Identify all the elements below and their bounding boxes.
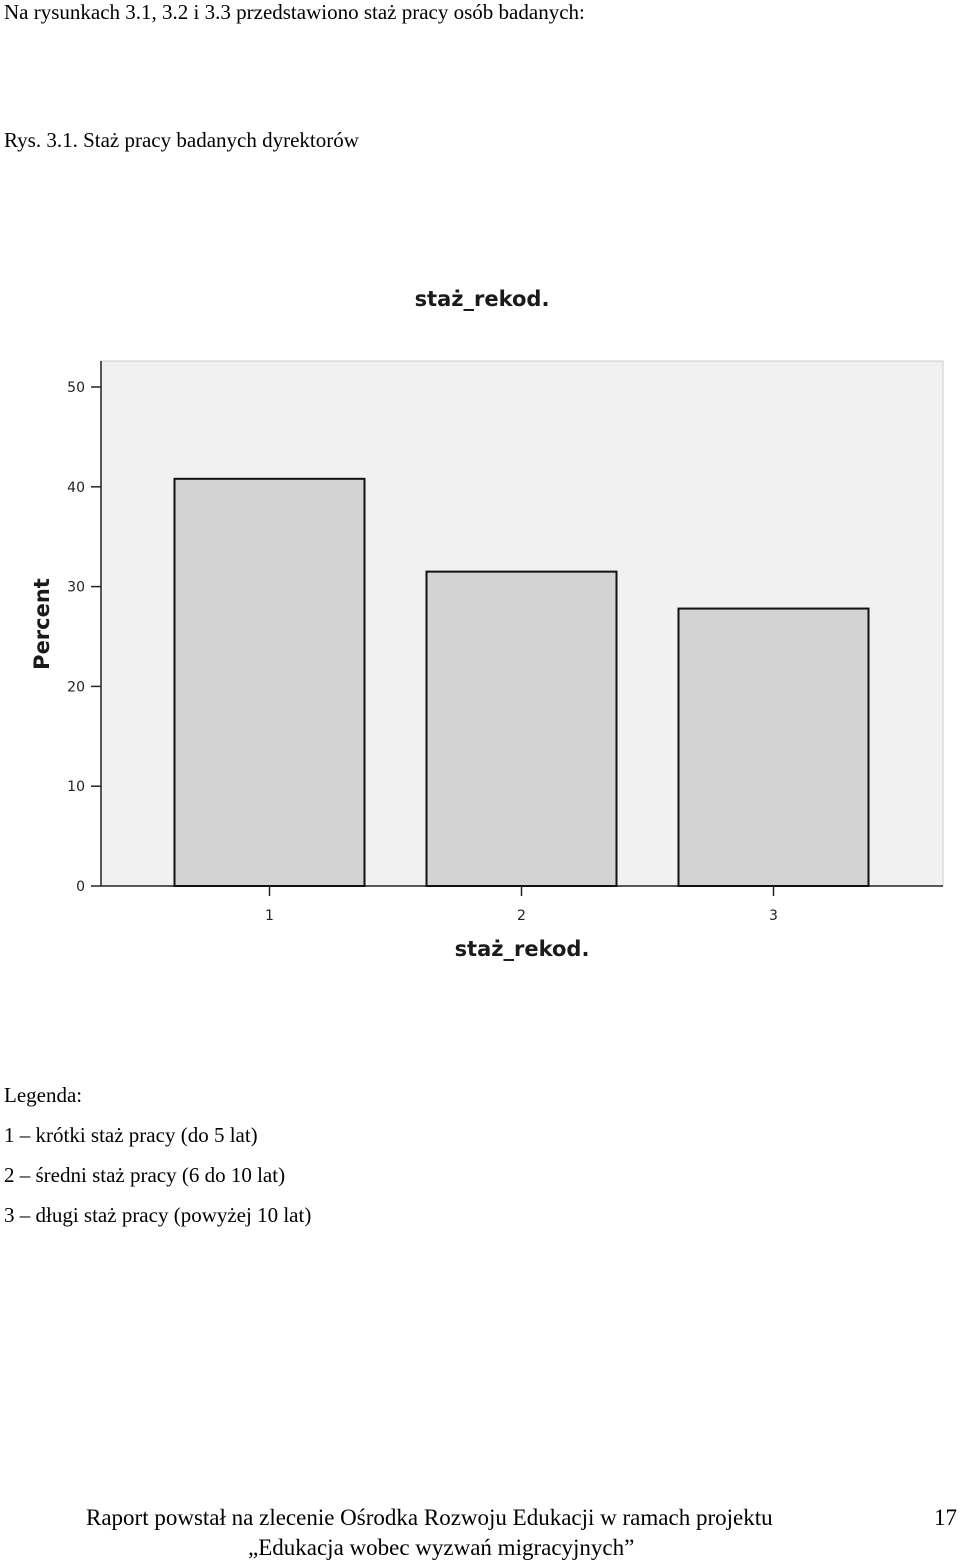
x-tick-label: 1 [265, 908, 274, 924]
footer-line-1: Raport powstał na zlecenie Ośrodka Rozwo… [86, 1505, 773, 1530]
x-tick-label: 2 [517, 908, 526, 924]
y-tick-label: 0 [76, 879, 85, 895]
bar-chart: staż_rekod. 0 10 20 30 40 50 1 2 3 Percent staż… [30, 287, 944, 961]
bar-2 [425, 570, 618, 887]
legend-item-1: 1 – krótki staż pracy (do 5 lat) [4, 1123, 258, 1147]
chart-title: staż_rekod. [415, 287, 550, 311]
figure-caption: Rys. 3.1. Staż pracy badanych dyrektorów [4, 128, 359, 152]
intro-text: Na rysunkach 3.1, 3.2 i 3.3 przedstawion… [4, 0, 585, 24]
x-axis-title: staż_rekod. [455, 937, 590, 961]
bars-group [173, 477, 870, 887]
legend-item-2: 2 – średni staż pracy (6 do 10 lat) [4, 1163, 286, 1187]
y-tick-label: 40 [67, 480, 85, 496]
bar-1 [173, 477, 366, 887]
legend-item-3: 3 – długi staż pracy (powyżej 10 lat) [4, 1203, 312, 1227]
y-tick-label: 20 [67, 679, 85, 695]
y-tick-label: 50 [67, 380, 85, 396]
y-tick-label: 10 [67, 779, 85, 795]
footer-line-2: „Edukacja wobec wyzwań migracyjnych” [248, 1535, 635, 1560]
legend-title: Legenda: [4, 1083, 83, 1107]
y-tick-label: 30 [67, 580, 85, 596]
y-axis-title: Percent [30, 578, 54, 670]
bar-3 [677, 607, 870, 887]
x-tick-label: 3 [769, 908, 778, 924]
x-axis-ticks: 1 2 3 [265, 886, 778, 924]
page-number: 17 [934, 1505, 957, 1530]
y-axis-ticks: 0 10 20 30 40 50 [67, 380, 101, 895]
